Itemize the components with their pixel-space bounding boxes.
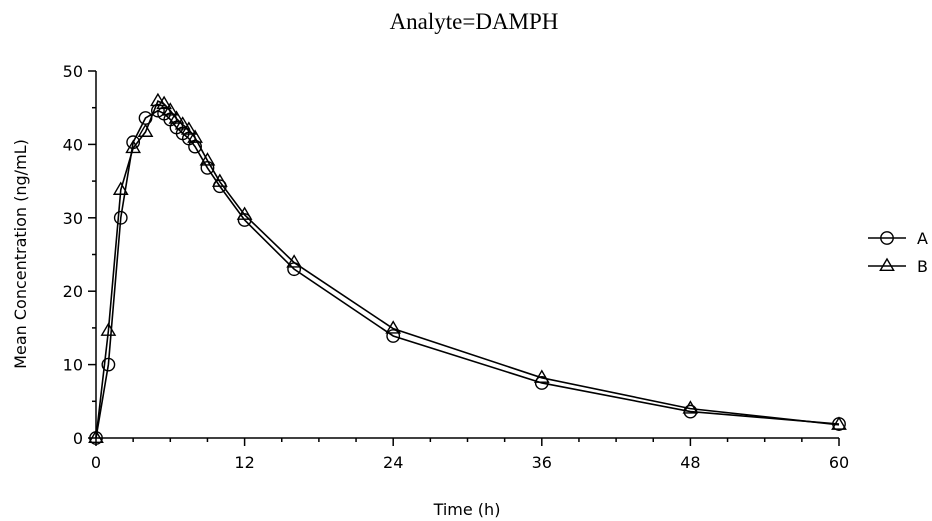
x-tick-label: 60 xyxy=(829,453,849,472)
chart-title: Analyte=DAMPH xyxy=(390,9,559,34)
legend-marker-b xyxy=(880,259,893,270)
legend: AB xyxy=(868,229,928,276)
x-tick-label: 12 xyxy=(234,453,254,472)
y-tick-label: 50 xyxy=(63,62,83,81)
legend-item-b: B xyxy=(868,257,928,276)
y-tick-label: 20 xyxy=(63,282,83,301)
x-tick-label: 48 xyxy=(680,453,700,472)
y-axis-label: Mean Concentration (ng/mL) xyxy=(11,139,30,369)
x-axis-label: Time (h) xyxy=(433,500,501,519)
y-tick-label: 0 xyxy=(73,429,83,448)
x-tick-label: 36 xyxy=(532,453,552,472)
series-group xyxy=(89,94,845,444)
legend-label-b: B xyxy=(917,257,928,276)
legend-item-a: A xyxy=(868,229,928,248)
legend-label-a: A xyxy=(917,229,928,248)
series-b xyxy=(89,94,845,442)
y-tick-label: 10 xyxy=(63,356,83,375)
series-a xyxy=(90,104,845,444)
series-line-b xyxy=(96,101,839,438)
y-tick-label: 40 xyxy=(63,135,83,154)
y-tick-label: 30 xyxy=(63,209,83,228)
x-tick-label: 24 xyxy=(383,453,403,472)
x-tick-label: 0 xyxy=(91,453,101,472)
